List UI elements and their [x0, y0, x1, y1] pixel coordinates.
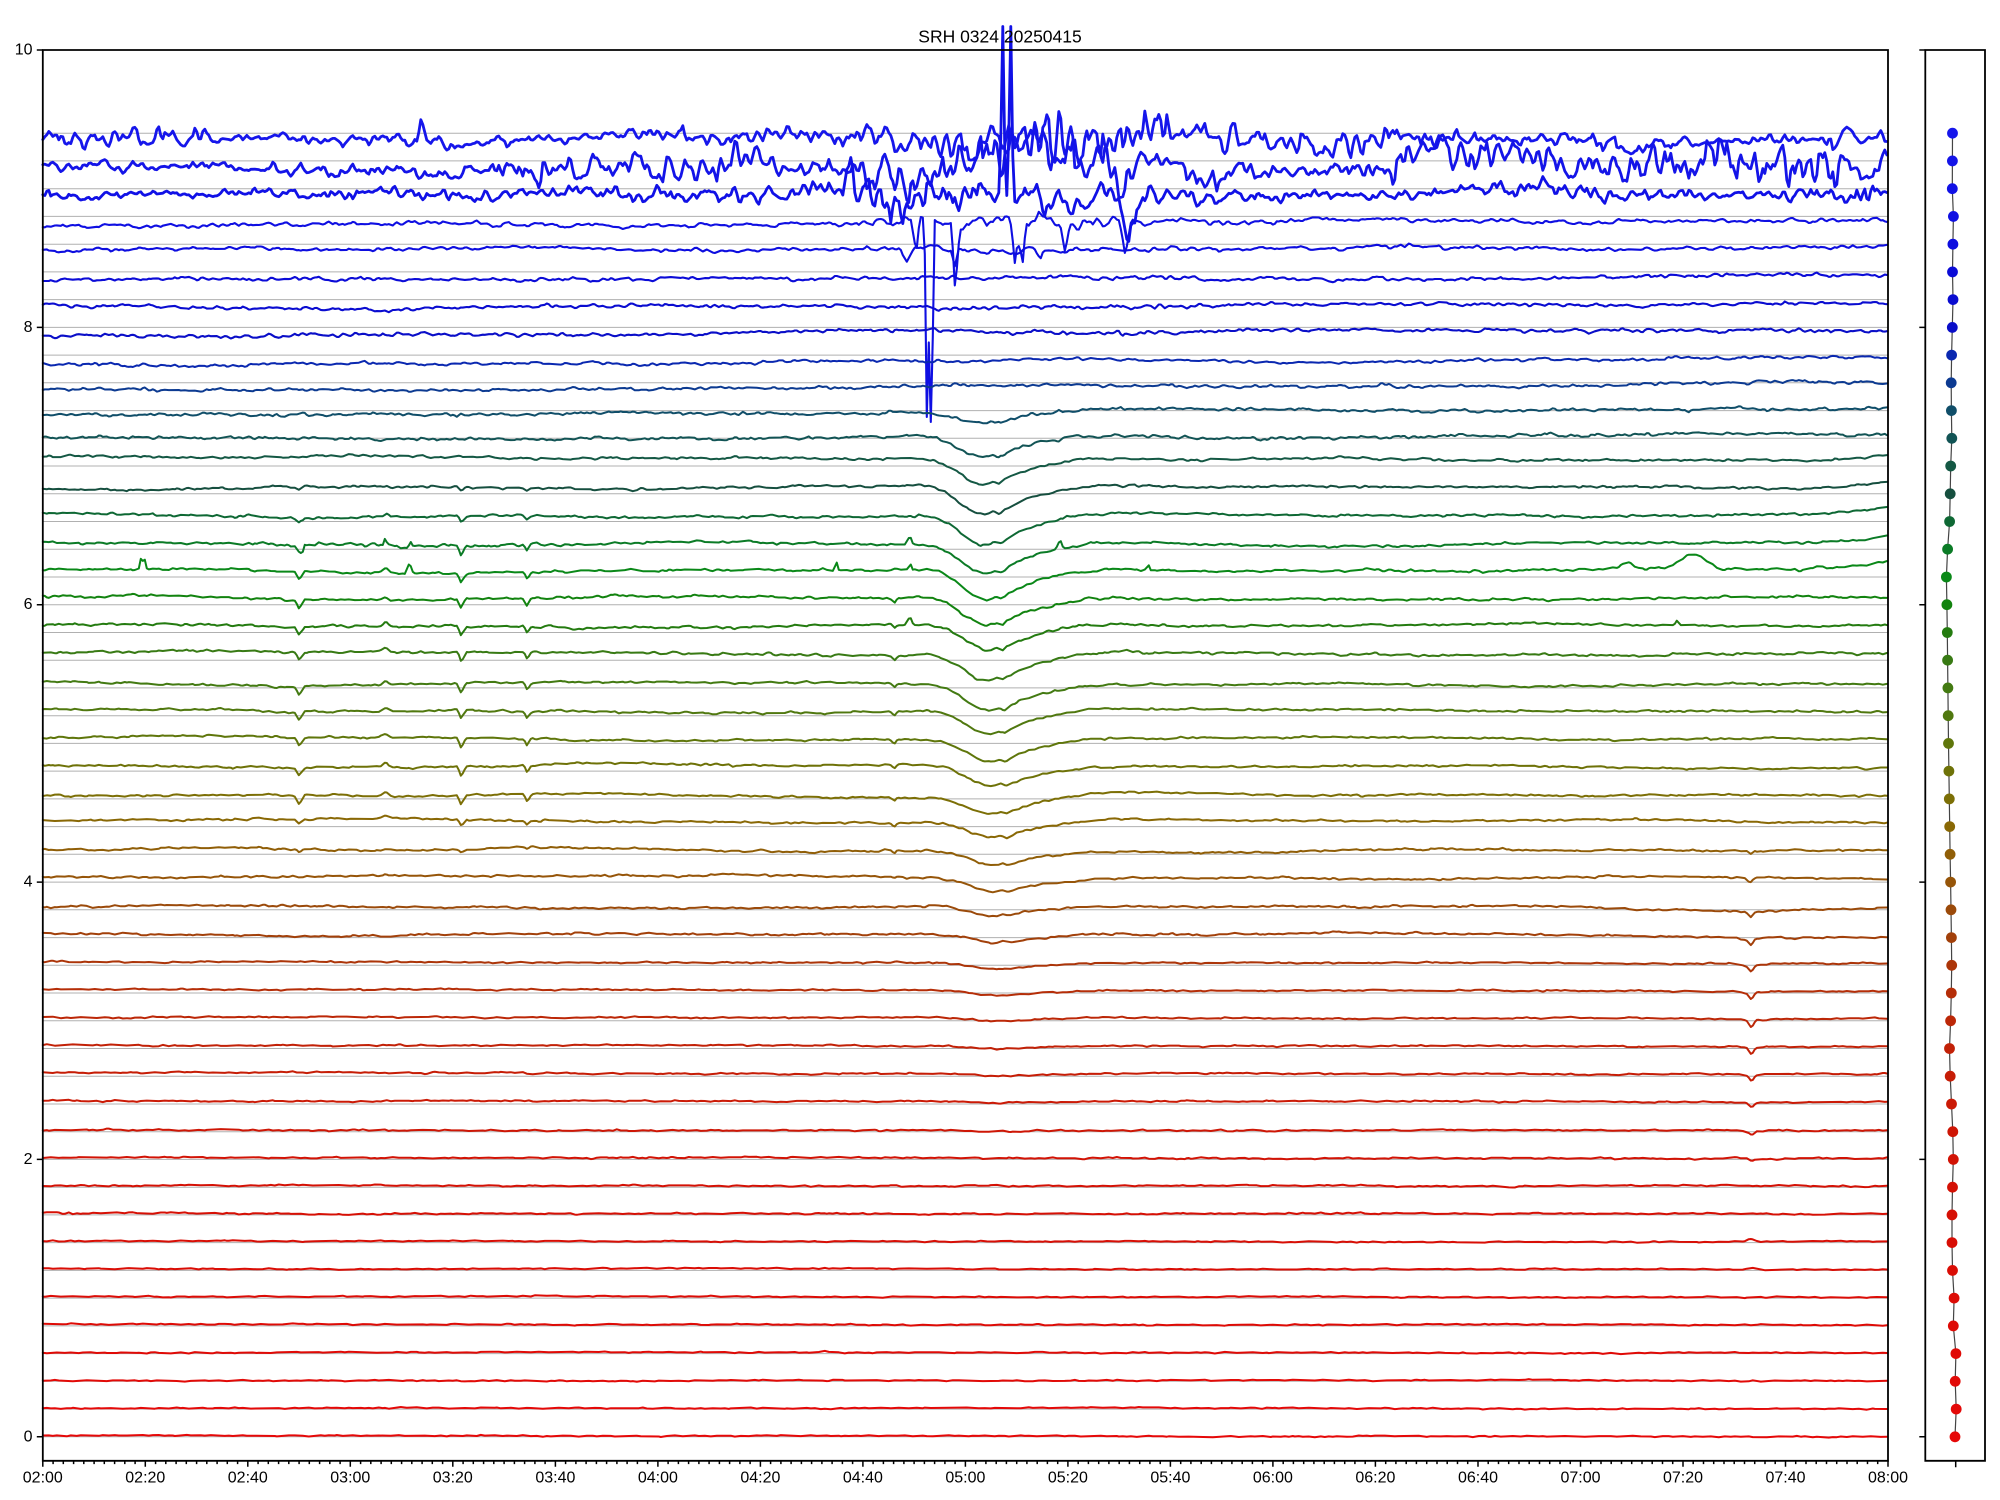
- svg-text:08:00: 08:00: [1868, 1469, 1908, 1486]
- svg-text:06:20: 06:20: [1355, 1469, 1395, 1486]
- svg-text:07:40: 07:40: [1765, 1469, 1805, 1486]
- svg-text:03:00: 03:00: [330, 1469, 370, 1486]
- svg-text:04:20: 04:20: [740, 1469, 780, 1486]
- svg-text:04:40: 04:40: [843, 1469, 883, 1486]
- svg-text:05:20: 05:20: [1048, 1469, 1088, 1486]
- svg-text:04:00: 04:00: [638, 1469, 678, 1486]
- svg-text:05:40: 05:40: [1150, 1469, 1190, 1486]
- svg-text:10: 10: [15, 42, 33, 59]
- svg-text:07:00: 07:00: [1560, 1469, 1600, 1486]
- svg-text:03:20: 03:20: [433, 1469, 473, 1486]
- svg-text:03:40: 03:40: [535, 1469, 575, 1486]
- svg-text:06:40: 06:40: [1458, 1469, 1498, 1486]
- svg-text:02:20: 02:20: [125, 1469, 165, 1486]
- svg-text:6: 6: [24, 596, 33, 613]
- svg-text:02:00: 02:00: [23, 1469, 63, 1486]
- svg-text:4: 4: [24, 874, 33, 891]
- svg-text:2: 2: [24, 1151, 33, 1168]
- svg-text:SRH 0324 20250415: SRH 0324 20250415: [918, 26, 1081, 46]
- svg-text:0: 0: [24, 1428, 33, 1445]
- svg-text:8: 8: [24, 319, 33, 336]
- svg-text:05:00: 05:00: [945, 1469, 985, 1486]
- svg-text:07:20: 07:20: [1663, 1469, 1703, 1486]
- svg-text:02:40: 02:40: [228, 1469, 268, 1486]
- svg-text:06:00: 06:00: [1253, 1469, 1293, 1486]
